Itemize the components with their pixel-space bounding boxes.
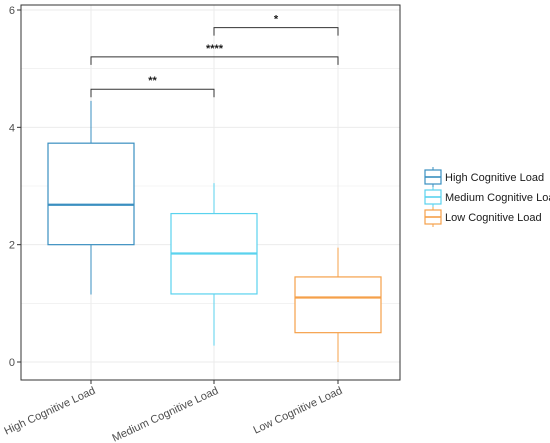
x-tick-label: Low Cognitive Load (252, 385, 345, 437)
y-tick-label: 2 (9, 240, 15, 252)
y-tick-label: 0 (9, 357, 15, 369)
legend-item: High Cognitive Load (424, 167, 544, 187)
x-tick-label: High Cognitive Load (2, 385, 97, 438)
significance-label: * (274, 14, 279, 26)
legend-item: Low Cognitive Load (424, 207, 542, 227)
legend-label: Low Cognitive Load (445, 212, 542, 224)
plot-panel-border (20, 4, 401, 381)
significance-label: **** (206, 43, 224, 55)
x-tick-label: Medium Cognitive Load (110, 385, 220, 443)
y-axis: 0 2 4 6 (9, 5, 21, 369)
significance-bracket: * (213, 14, 339, 36)
x-axis: High Cognitive Load Medium Cognitive Load… (2, 380, 344, 443)
box-iqr (294, 276, 382, 334)
significance-brackets: ******* (90, 14, 339, 98)
box-group (47, 100, 135, 295)
significance-bracket: **** (90, 43, 339, 65)
significance-label: ** (148, 75, 157, 87)
bracket-line (90, 56, 339, 65)
box-iqr (47, 142, 135, 246)
legend: High Cognitive Load Medium Cognitive Load… (424, 167, 550, 227)
box-group (294, 247, 382, 362)
bracket-line (213, 27, 339, 36)
box-group (170, 183, 258, 346)
significance-bracket: ** (90, 75, 215, 98)
legend-label: High Cognitive Load (445, 172, 544, 184)
y-tick-label: 4 (9, 122, 15, 134)
legend-item: Medium Cognitive Load (424, 187, 550, 207)
bracket-line (90, 88, 215, 98)
y-tick-label: 6 (9, 5, 15, 17)
legend-label: Medium Cognitive Load (445, 192, 550, 204)
box-series (47, 100, 382, 362)
